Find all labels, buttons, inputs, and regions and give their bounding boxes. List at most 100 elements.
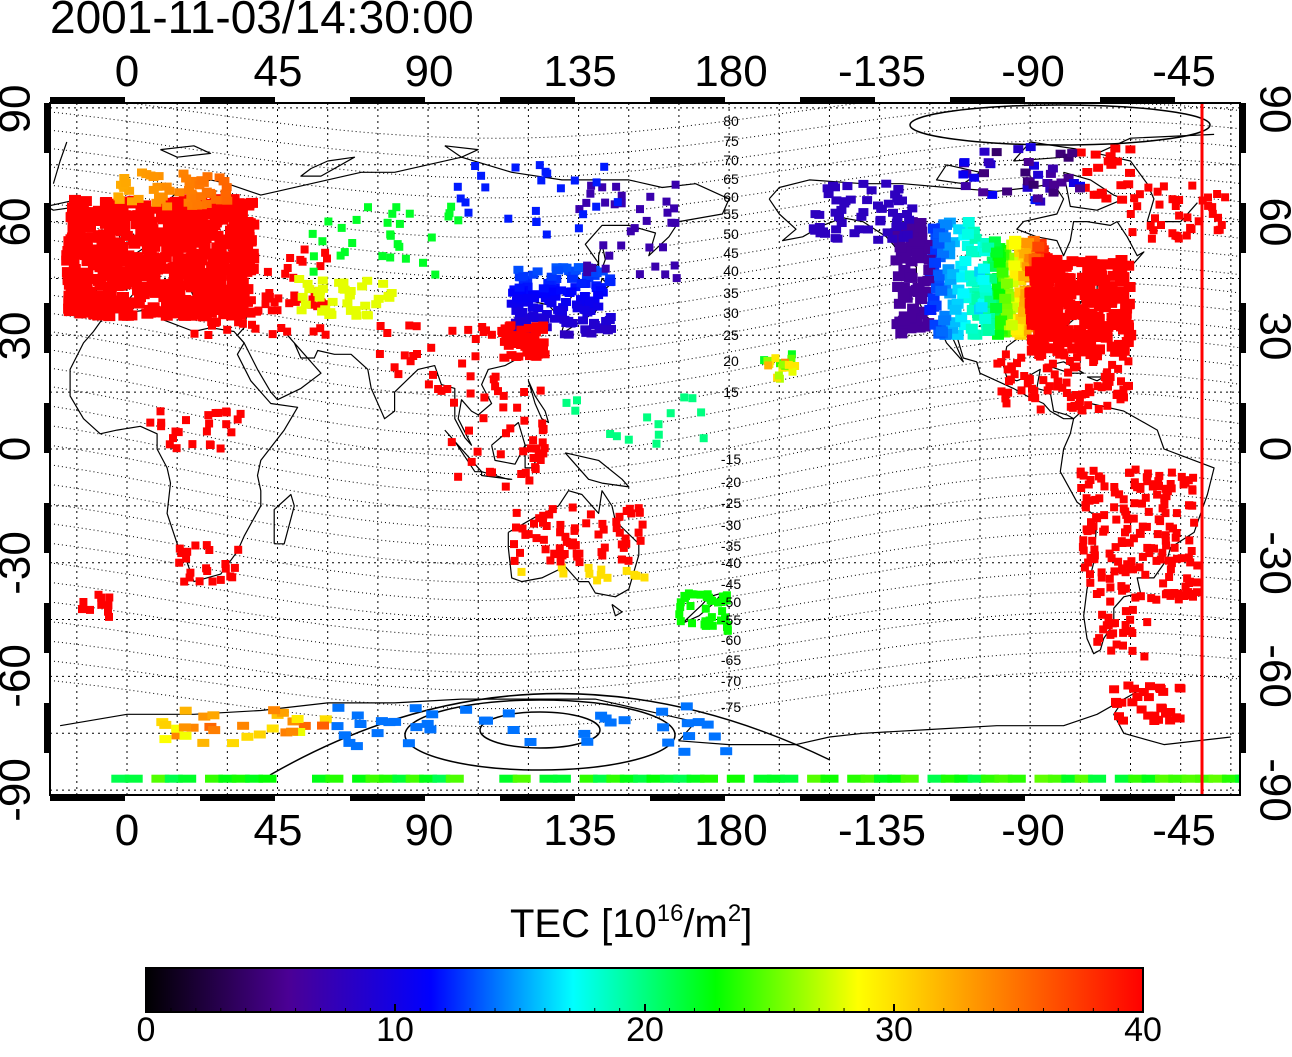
tec-block — [1085, 288, 1098, 299]
tec-block — [386, 253, 395, 262]
tec-block — [1070, 401, 1079, 410]
tec-block — [940, 219, 952, 230]
tec-block — [983, 158, 994, 167]
tec-block — [533, 304, 544, 313]
tec-block — [133, 254, 145, 265]
tec-block — [661, 270, 670, 279]
tec-block — [1174, 589, 1183, 598]
tec-block — [831, 225, 842, 234]
tec-block — [1100, 482, 1109, 491]
tec-block — [338, 731, 351, 740]
tec-block — [1128, 646, 1137, 655]
tec-block — [538, 325, 548, 334]
tec-block — [274, 294, 283, 303]
lat-tick-label-left: 90 — [0, 85, 40, 134]
tec-block — [1036, 405, 1045, 414]
tec-block — [927, 246, 940, 257]
tec-block — [186, 234, 199, 245]
lat-tick-label-right: -60 — [1250, 644, 1292, 708]
tec-block — [1110, 144, 1121, 153]
tec-block — [1152, 556, 1161, 565]
tec-block — [326, 310, 337, 319]
coastline — [527, 380, 550, 424]
mlat-contour — [50, 472, 1240, 548]
tec-block — [1190, 518, 1199, 527]
tec-block — [499, 774, 518, 783]
mlat-label: -40 — [721, 555, 741, 571]
tec-block — [267, 306, 276, 315]
tec-block — [556, 557, 565, 566]
tec-block — [1120, 393, 1128, 402]
tec-block — [1172, 509, 1181, 518]
frame-tick — [1100, 97, 1175, 103]
tec-block — [424, 380, 433, 389]
tec-block — [137, 203, 150, 214]
tec-block — [1153, 490, 1162, 499]
mlat-label: 65 — [723, 171, 739, 187]
mlat-contour — [50, 531, 1240, 602]
tec-block — [953, 224, 966, 235]
tec-block — [159, 735, 172, 744]
tec-block — [319, 715, 332, 724]
tec-block — [517, 567, 526, 576]
tec-block — [717, 616, 725, 625]
tec-block — [444, 212, 453, 221]
tec-block — [1118, 716, 1128, 725]
tec-block — [1056, 297, 1069, 308]
tec-block — [599, 241, 608, 250]
tec-block — [612, 182, 621, 191]
tec-block — [1038, 311, 1051, 322]
tec-block — [927, 774, 946, 783]
tec-block — [539, 315, 550, 323]
tec-block — [636, 205, 644, 214]
tec-block — [550, 292, 561, 301]
tec-block — [1173, 554, 1181, 563]
tec-block — [318, 237, 327, 246]
tec-block — [517, 470, 526, 478]
tec-block — [107, 214, 119, 225]
tec-block — [68, 264, 81, 274]
tec-block — [1143, 711, 1154, 720]
tec-block — [1172, 196, 1180, 205]
tec-block — [191, 541, 200, 550]
tec-block — [510, 556, 519, 565]
tec-block — [383, 718, 396, 727]
tec-block — [652, 439, 661, 448]
tec-block — [596, 570, 605, 579]
mlat-label: -70 — [721, 673, 741, 689]
mlat-contour — [50, 156, 1240, 219]
tec-block — [471, 162, 480, 170]
tec-block — [1119, 385, 1128, 394]
tec-block — [753, 774, 772, 783]
tec-block — [525, 332, 536, 341]
tec-block — [297, 292, 308, 301]
tec-block — [1136, 705, 1147, 714]
tec-block — [499, 353, 510, 362]
tec-block — [820, 774, 839, 783]
tec-block — [1001, 394, 1010, 403]
tec-block — [1100, 373, 1109, 381]
tec-block — [1010, 370, 1019, 379]
tec-block — [293, 728, 306, 736]
tec-block — [1141, 570, 1150, 579]
mlat-label: -30 — [721, 517, 741, 533]
tec-block — [603, 573, 612, 582]
tec-block — [1078, 406, 1087, 415]
tec-block — [212, 209, 225, 220]
tec-block — [1032, 241, 1045, 252]
tec-block — [774, 371, 783, 380]
tec-block — [231, 254, 240, 263]
tec-block — [657, 723, 670, 732]
tec-block — [1180, 592, 1189, 600]
tec-block — [405, 209, 414, 218]
tec-block — [1015, 313, 1028, 324]
tec-block — [477, 171, 486, 180]
tec-block — [71, 200, 84, 211]
tec-block — [222, 420, 231, 429]
tec-block — [336, 251, 345, 260]
tec-block — [882, 228, 893, 237]
tec-block — [100, 200, 112, 211]
tec-block — [686, 602, 695, 610]
tec-block — [69, 271, 82, 281]
tec-block — [556, 184, 565, 193]
